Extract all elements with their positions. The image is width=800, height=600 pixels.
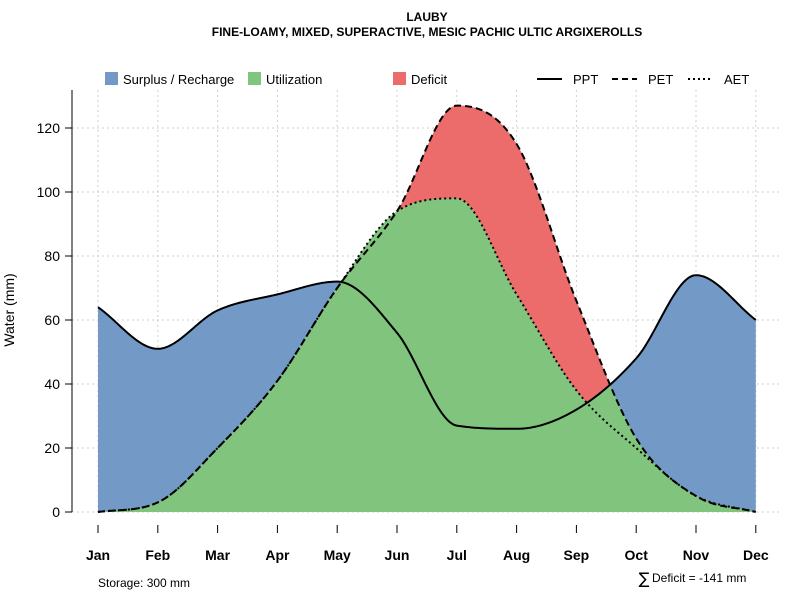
- utilization-base-area: [98, 282, 756, 512]
- y-tick-label-20: 20: [44, 440, 60, 456]
- sum-symbol: ∑: [639, 569, 650, 588]
- y-tick-label-0: 0: [52, 504, 60, 520]
- x-tick-label-nov: Nov: [683, 547, 710, 563]
- legend-swatch-surplus: [105, 72, 118, 85]
- series-line-pet: [97, 104, 757, 513]
- legend-label-utilization: Utilization: [266, 72, 322, 87]
- y-tick-label-40: 40: [44, 376, 60, 392]
- x-tick-label-aug: Aug: [503, 547, 530, 563]
- y-tick-label-60: 60: [44, 312, 60, 328]
- legend-label-pet: PET: [648, 72, 673, 87]
- legend-label-surplus: Surplus / Recharge: [123, 72, 234, 87]
- x-tick-label-may: May: [324, 547, 351, 563]
- x-tick-label-mar: Mar: [205, 547, 230, 563]
- x-tick-label-apr: Apr: [265, 547, 290, 563]
- y-axis-title: Water (mm): [1, 273, 17, 346]
- chart-subtitle: FINE-LOAMY, MIXED, SUPERACTIVE, MESIC PA…: [212, 25, 642, 39]
- axes: 0 20 40 60 80 100 120 Jan Feb Mar Apr May Jun Jul Aug S…: [37, 90, 769, 563]
- legend-label-ppt: PPT: [573, 72, 598, 87]
- y-tick-label-80: 80: [44, 248, 60, 264]
- x-tick-label-jun: Jun: [385, 547, 410, 563]
- series-line-ppt: [97, 274, 757, 430]
- deficit-note: Deficit = -141 mm: [652, 571, 746, 585]
- x-tick-label-jan: Jan: [86, 547, 110, 563]
- storage-note: Storage: 300 mm: [98, 576, 190, 590]
- x-tick-label-jul: Jul: [447, 547, 467, 563]
- filled-areas: [98, 105, 756, 512]
- x-tick-label-dec: Dec: [743, 547, 769, 563]
- chart-title: LAUBY: [406, 10, 447, 24]
- series-lines: [97, 104, 757, 513]
- legend: Surplus / Recharge Utilization Deficit P…: [105, 72, 749, 87]
- legend-label-deficit: Deficit: [411, 72, 448, 87]
- x-tick-label-sep: Sep: [564, 547, 590, 563]
- x-tick-label-oct: Oct: [625, 547, 649, 563]
- legend-swatch-deficit: [393, 72, 406, 85]
- legend-label-aet: AET: [724, 72, 749, 87]
- x-tick-label-feb: Feb: [145, 547, 170, 563]
- y-tick-label-100: 100: [37, 184, 61, 200]
- y-tick-label-120: 120: [37, 120, 61, 136]
- legend-swatch-utilization: [248, 72, 261, 85]
